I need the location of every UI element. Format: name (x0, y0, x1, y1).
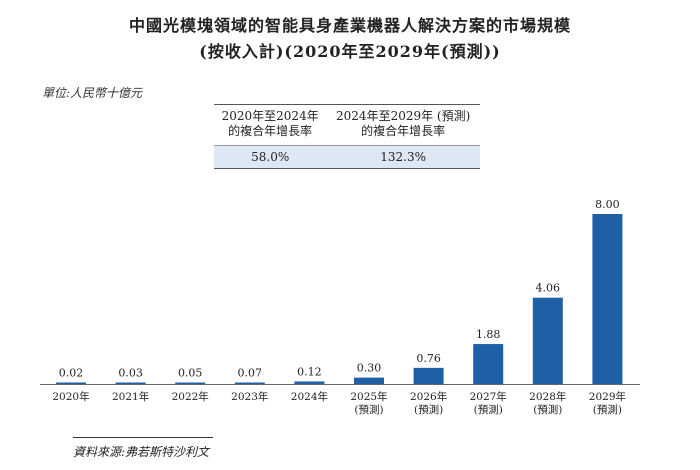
x-tick-label-9: 2029年 (589, 390, 626, 403)
bar-value-label-2: 0.05 (178, 367, 203, 380)
bar-value-label-9: 8.00 (595, 198, 620, 211)
x-tick-label-0: 2020年 (52, 390, 89, 403)
bar-7 (473, 344, 504, 384)
bar-value-label-7: 1.88 (476, 328, 501, 341)
unit-label: 單位:人民幣十億元 (42, 86, 143, 100)
x-tick-label-5-line2: (預測) (354, 403, 383, 416)
bar-value-label-1: 0.03 (118, 367, 143, 380)
x-tick-label-9-line2: (預測) (593, 403, 622, 416)
bar-value-label-6: 0.76 (416, 352, 441, 365)
cagr-header-2024-2029: 2024年至2029年 (預測) 的複合年增長率 (326, 104, 480, 146)
bar-1 (115, 382, 146, 384)
bar-value-label-3: 0.07 (238, 367, 263, 380)
x-tick-label-8-line2: (預測) (533, 403, 562, 416)
bar-9 (592, 214, 623, 384)
x-tick-label-6-line2: (預測) (414, 403, 443, 416)
bar-5 (354, 377, 384, 384)
cagr-header-2020-2024: 2020年至2024年 的複合年增長率 (214, 104, 327, 146)
source-divider (73, 437, 213, 438)
x-tick-label-1: 2021年 (112, 390, 149, 403)
cagr-value-2020-2024: 58.0% (214, 145, 327, 169)
bar-8 (532, 297, 563, 384)
x-tick-label-7: 2027年 (470, 390, 507, 403)
bar-value-label-4: 0.12 (297, 365, 322, 378)
bar-4 (294, 381, 325, 384)
x-tick-label-8: 2028年 (529, 390, 566, 403)
bar-value-label-0: 0.02 (59, 367, 84, 380)
x-tick-label-2: 2022年 (172, 390, 209, 403)
bar-6 (413, 367, 444, 384)
x-tick-label-5: 2025年 (350, 390, 387, 403)
chart-subtitle: (按收入計)(2020年至2029年(預測)) (199, 42, 501, 61)
source-note: 資料來源:弗若斯特沙利文 (73, 445, 210, 459)
bar-2 (175, 382, 206, 384)
bar-0 (56, 382, 86, 384)
x-tick-label-6: 2026年 (410, 390, 447, 403)
bar-value-label-5: 0.30 (357, 362, 382, 375)
bar-3 (234, 382, 265, 384)
cagr-table: 2020年至2024年 的複合年增長率 2024年至2029年 (預測) 的複合年增… (214, 104, 480, 169)
chart-title: 中國光模塊領域的智能具身產業機器人解決方案的市場規模 (128, 16, 571, 35)
x-tick-label-7-line2: (預測) (474, 403, 503, 416)
x-tick-label-4: 2024年 (291, 390, 328, 403)
bar-value-label-8: 4.06 (536, 282, 561, 295)
cagr-value-2024-2029: 132.3% (326, 145, 480, 169)
x-tick-label-3: 2023年 (231, 390, 268, 403)
